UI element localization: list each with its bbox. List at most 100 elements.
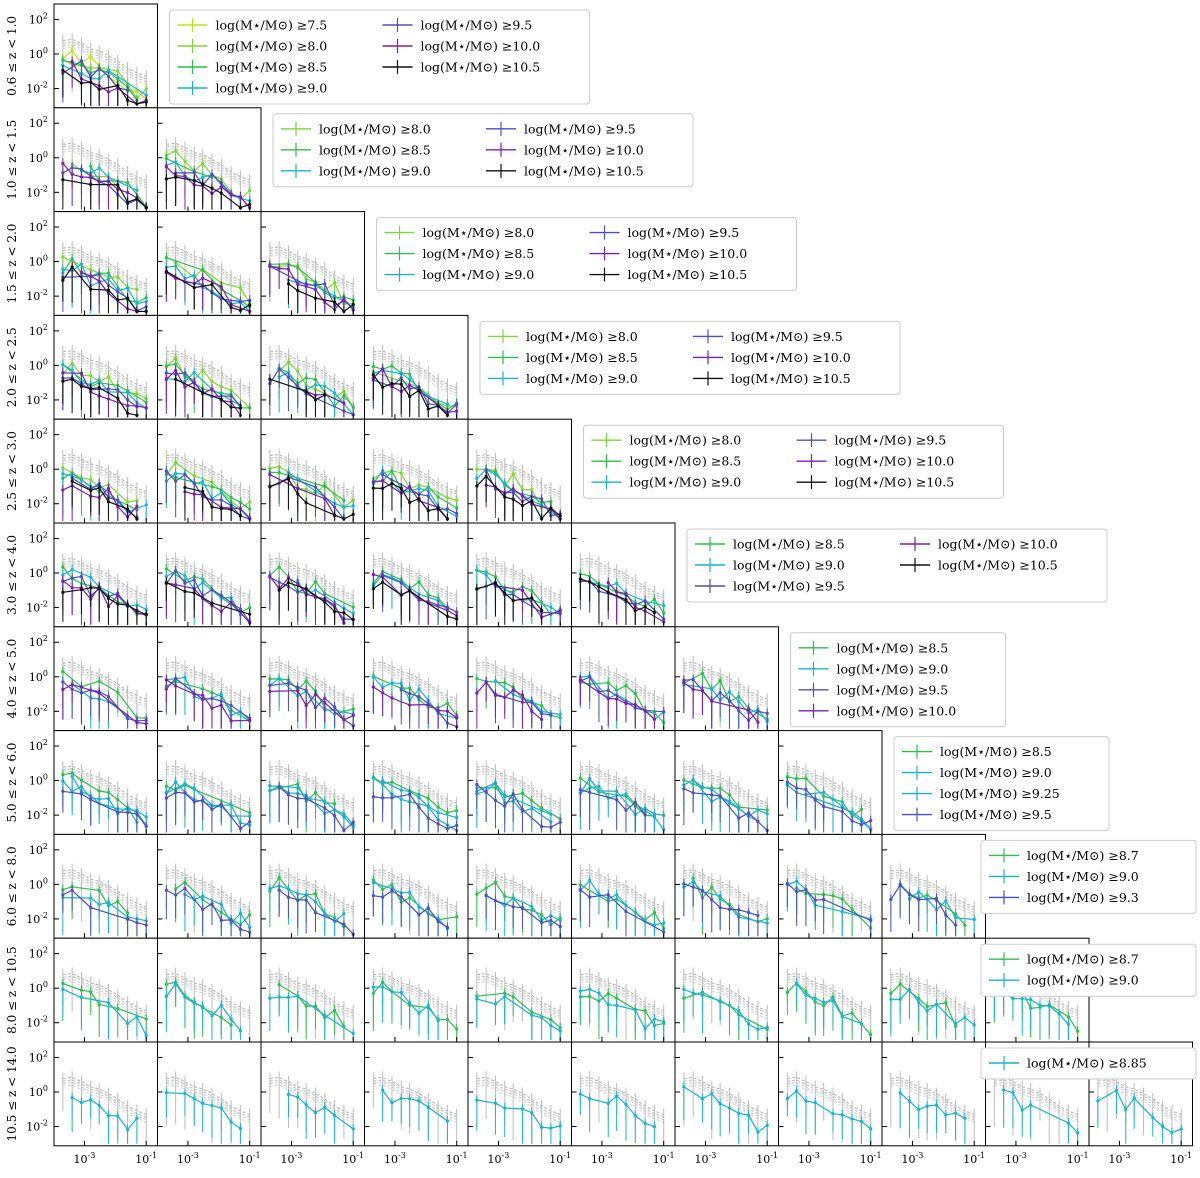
series-point (426, 816, 430, 820)
series-point (89, 287, 93, 291)
series-point (417, 905, 421, 909)
series-point (79, 685, 84, 689)
series-point (795, 981, 799, 986)
series-point (313, 791, 318, 795)
series-point (588, 987, 592, 991)
series-point (756, 1027, 760, 1032)
series-point (126, 190, 130, 195)
reference-series (269, 355, 354, 394)
series-point (436, 708, 440, 713)
series-point (597, 585, 601, 589)
series-point (210, 901, 214, 906)
reference-series (476, 877, 561, 916)
series-point (219, 692, 223, 696)
series-point (277, 983, 281, 987)
panel-frame (157, 211, 262, 316)
series-point (61, 472, 65, 476)
series-point (520, 503, 525, 508)
series-point (79, 167, 84, 171)
series-point (399, 688, 403, 692)
reference-series (269, 773, 354, 812)
series-point (455, 915, 459, 919)
y-tick-label: 100 (29, 669, 48, 684)
series-point (503, 681, 507, 685)
reference-series (890, 871, 975, 910)
series-point (436, 811, 440, 815)
legend-label: log(M⋆/M⊙) ≥9.5 (733, 579, 845, 594)
panel-frame (157, 107, 262, 213)
panel-frame (364, 314, 469, 420)
panel-r8-c6 (674, 833, 779, 939)
series-point (135, 404, 139, 408)
series-point (144, 406, 148, 410)
panel-r9-c1 (157, 937, 262, 1043)
series-point (558, 820, 562, 824)
series-point (342, 911, 346, 916)
series-point (313, 485, 318, 489)
series-point (445, 925, 450, 929)
mass-series-9.25 (62, 780, 147, 826)
series-point (399, 471, 403, 475)
series-point (89, 586, 93, 590)
series-point (183, 886, 187, 891)
series-point (765, 711, 769, 715)
mass-series-9.0 (805, 791, 872, 830)
series-point (79, 262, 84, 266)
legend-label: log(M⋆/M⊙) ≥10.0 (731, 350, 851, 365)
series-point (917, 890, 921, 894)
series-point (304, 703, 308, 708)
series-point (333, 802, 337, 806)
series-point (313, 892, 318, 896)
series-point (445, 496, 450, 500)
series-point (351, 1031, 355, 1036)
series-point (268, 784, 272, 788)
series-point (144, 1017, 148, 1021)
series-point (183, 589, 187, 594)
panel-r8-c3 (364, 833, 469, 939)
reference-series (166, 973, 250, 1012)
series-point (286, 262, 291, 266)
series-point (785, 775, 789, 779)
legend-label: log(M⋆/M⊙) ≥10.0 (628, 246, 748, 261)
mass-series-9.5 (175, 172, 232, 195)
row-label: 0.6 ≤ z < 1.0 (5, 16, 19, 96)
reference-series (476, 975, 561, 1014)
series-point (558, 514, 562, 518)
reference-series (683, 770, 768, 809)
legend-label: log(M⋆/M⊙) ≥8.5 (837, 640, 949, 655)
reference-series (373, 874, 457, 913)
series-point (840, 804, 844, 809)
legend-label: log(M⋆/M⊙) ≥10.0 (938, 537, 1058, 552)
series-point (475, 892, 479, 896)
series-point (286, 681, 291, 685)
series-point (174, 460, 178, 465)
mass-series-10.5 (166, 270, 251, 312)
series-point (381, 691, 385, 695)
mass-series-10.5 (580, 578, 655, 614)
series-point (455, 823, 459, 827)
series-point (445, 614, 450, 618)
series-point (210, 485, 214, 489)
legend-label: log(M⋆/M⊙) ≥9.0 (216, 81, 328, 96)
series-point (219, 802, 223, 806)
series-point (201, 390, 205, 394)
y-tick-label: 102 (29, 115, 48, 130)
series-point (520, 588, 525, 592)
series-point (381, 367, 385, 371)
series-point (174, 356, 178, 360)
series-point (408, 589, 412, 593)
series-point (917, 1000, 921, 1004)
series-point (106, 790, 111, 795)
series-point (633, 691, 637, 696)
reference-series (373, 765, 457, 804)
series-point (737, 694, 741, 699)
series-point (135, 721, 139, 725)
series-point (408, 686, 412, 690)
series-point (511, 497, 515, 501)
series-point (804, 888, 808, 892)
series-point (323, 799, 327, 803)
row-label: 8.0 ≤ z < 10.5 (5, 946, 19, 1034)
mass-series-9.25 (579, 777, 664, 816)
reference-series (890, 980, 975, 1019)
series-point (756, 808, 760, 812)
